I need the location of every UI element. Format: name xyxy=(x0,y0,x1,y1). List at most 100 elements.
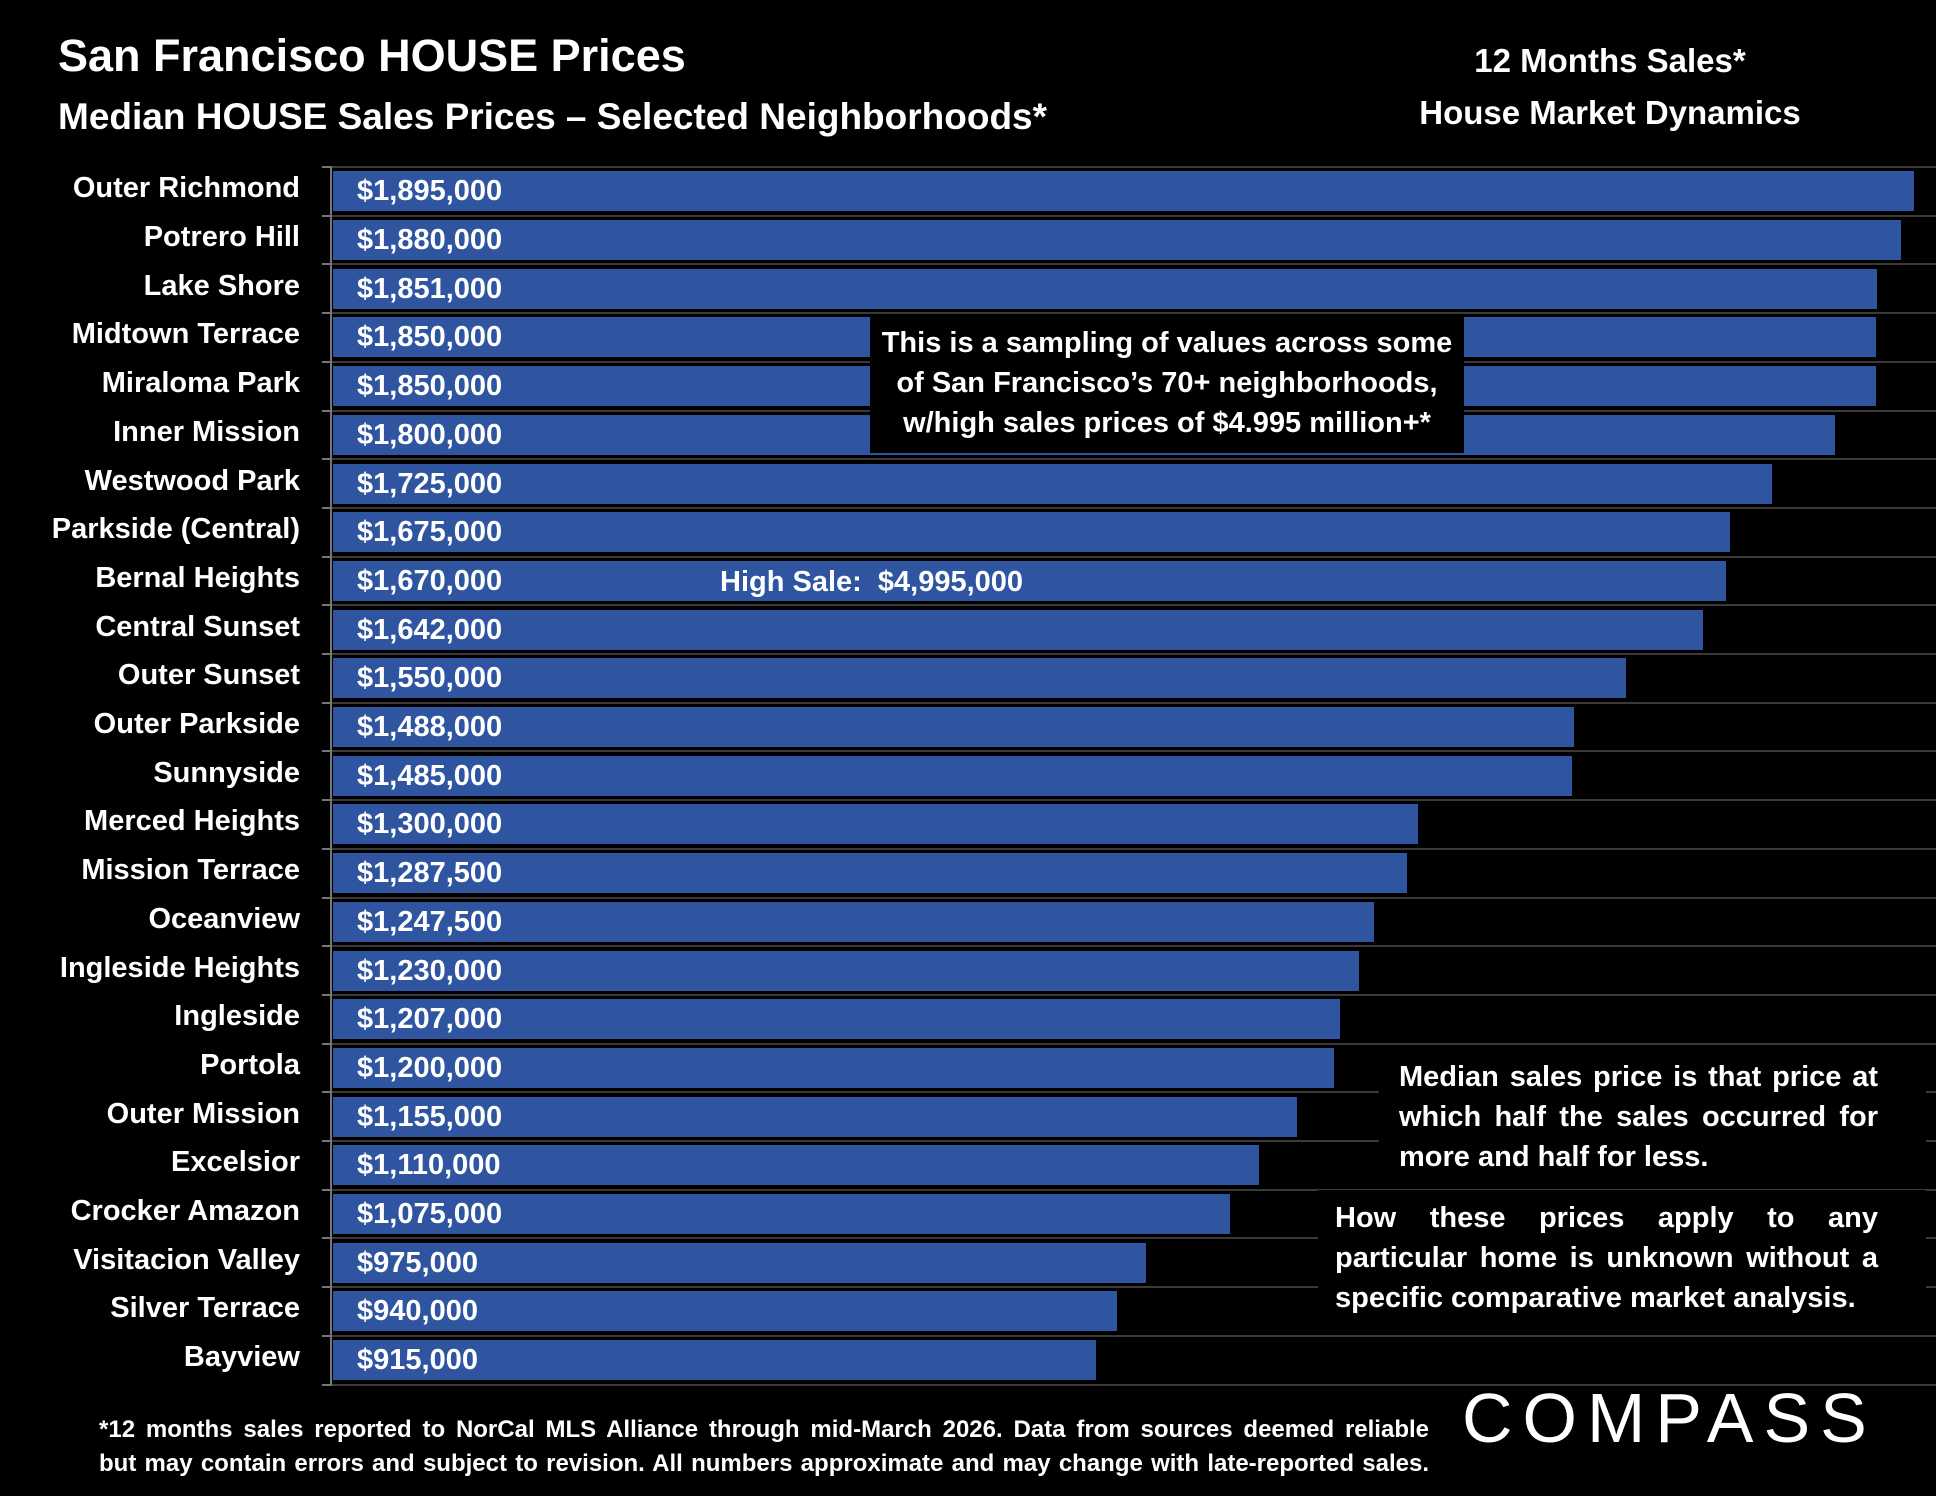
axis-tick xyxy=(322,409,332,412)
axis-tick xyxy=(322,1286,332,1289)
bar xyxy=(333,1242,1147,1283)
bar xyxy=(333,268,1878,309)
bar xyxy=(333,804,1418,845)
category-label: Outer Sunset xyxy=(117,659,300,692)
value-label: $1,230,000 xyxy=(357,954,503,987)
footnote-line: but may contain errors and subject to re… xyxy=(99,1450,1429,1477)
axis-tick xyxy=(322,653,332,655)
gridline xyxy=(325,604,1936,607)
gridline xyxy=(325,945,1936,948)
category-label: Merced Heights xyxy=(84,805,300,838)
value-label: $1,075,000 xyxy=(357,1198,503,1231)
bar xyxy=(333,853,1408,894)
gridline xyxy=(325,1140,1936,1142)
gridline xyxy=(325,1042,1936,1045)
axis-tick xyxy=(322,360,332,363)
value-label: $1,300,000 xyxy=(357,808,503,841)
axis-tick xyxy=(322,263,332,266)
category-label: Ingleside Heights xyxy=(59,951,300,984)
category-label: Ingleside xyxy=(174,1000,300,1033)
category-label: Silver Terrace xyxy=(110,1292,300,1325)
axis-tick xyxy=(322,1334,332,1337)
category-label: Crocker Amazon xyxy=(70,1195,300,1228)
category-label: Westwood Park xyxy=(84,464,300,497)
axis-tick xyxy=(322,799,332,802)
compass-logo: COMPASS xyxy=(1462,1379,1877,1457)
axis-tick xyxy=(322,993,332,996)
gridline xyxy=(325,993,1936,996)
bar xyxy=(333,171,1914,212)
value-label: $1,895,000 xyxy=(357,175,503,208)
gridline xyxy=(325,458,1936,461)
category-label: Portola xyxy=(200,1048,300,1081)
gridline xyxy=(325,214,1936,217)
report-label: House Market Dynamics xyxy=(1419,94,1801,131)
category-label: Potrero Hill xyxy=(143,221,300,254)
axis-tick xyxy=(322,555,332,558)
category-label: Miraloma Park xyxy=(101,367,300,400)
bar xyxy=(333,755,1572,796)
gridline xyxy=(325,1237,1936,1240)
gridline xyxy=(325,847,1936,850)
value-label: $1,247,500 xyxy=(357,905,503,938)
value-label: $1,675,000 xyxy=(357,516,503,549)
category-label: Outer Mission xyxy=(106,1097,300,1130)
axis-tick xyxy=(322,1042,332,1045)
callout-line: w/high sales prices of $4.995 million+* xyxy=(903,407,1431,439)
gridline xyxy=(325,653,1936,655)
category-label: Excelsior xyxy=(171,1146,300,1179)
gridline xyxy=(325,312,1936,315)
value-label: $975,000 xyxy=(357,1246,478,1279)
category-label: Bayview xyxy=(183,1341,300,1374)
gridline xyxy=(325,1091,1936,1094)
category-label: Visitacion Valley xyxy=(73,1243,300,1276)
footnote-line: *12 months sales reported to NorCal MLS … xyxy=(99,1416,1429,1443)
category-label: Parkside (Central) xyxy=(51,513,300,546)
category-label: Lake Shore xyxy=(143,269,300,302)
bar xyxy=(333,658,1627,699)
category-label: Sunnyside xyxy=(153,756,300,789)
bar xyxy=(333,220,1902,261)
callout-line: of San Francisco’s 70+ neighborhoods, xyxy=(896,367,1438,399)
disclaimer-note: How these prices apply to any particular… xyxy=(1318,1190,1926,1320)
page-title: San Francisco HOUSE Prices xyxy=(58,30,686,81)
bar xyxy=(333,901,1374,942)
value-label: $1,670,000 xyxy=(357,564,503,597)
sampling-callout: This is a sampling of values across some… xyxy=(870,315,1464,453)
axis-tick xyxy=(322,1237,332,1240)
bar xyxy=(333,463,1773,504)
callout-line: This is a sampling of values across some xyxy=(881,327,1453,359)
category-label: Bernal Heights xyxy=(95,561,300,594)
axis-tick xyxy=(322,1383,332,1386)
bar xyxy=(333,1047,1335,1088)
gridline xyxy=(325,701,1936,704)
category-label: Outer Richmond xyxy=(72,172,300,205)
bar xyxy=(333,999,1340,1040)
value-label: $1,110,000 xyxy=(357,1149,501,1182)
bar xyxy=(333,1340,1097,1381)
value-label: $1,485,000 xyxy=(357,759,503,792)
value-label: $1,550,000 xyxy=(357,662,503,695)
y-axis-line xyxy=(330,167,332,1385)
value-label: $1,851,000 xyxy=(357,272,503,305)
gridline xyxy=(325,1286,1936,1289)
axis-tick xyxy=(322,312,332,315)
category-label: Inner Mission xyxy=(113,415,300,448)
value-label: $940,000 xyxy=(357,1295,478,1328)
axis-tick xyxy=(322,945,332,948)
bar xyxy=(333,950,1360,991)
axis-tick xyxy=(322,604,332,607)
axis-tick xyxy=(322,1188,332,1191)
value-label: $1,725,000 xyxy=(357,467,503,500)
gridline xyxy=(325,896,1936,899)
gridline xyxy=(325,1188,1936,1191)
value-label: $915,000 xyxy=(357,1344,478,1377)
axis-tick xyxy=(322,506,332,509)
bar xyxy=(333,1291,1118,1332)
bar xyxy=(333,1145,1260,1186)
bar xyxy=(333,512,1731,553)
bar xyxy=(333,707,1575,748)
axis-tick xyxy=(322,458,332,461)
value-label: $1,880,000 xyxy=(357,224,503,257)
value-label: $1,488,000 xyxy=(357,711,503,744)
